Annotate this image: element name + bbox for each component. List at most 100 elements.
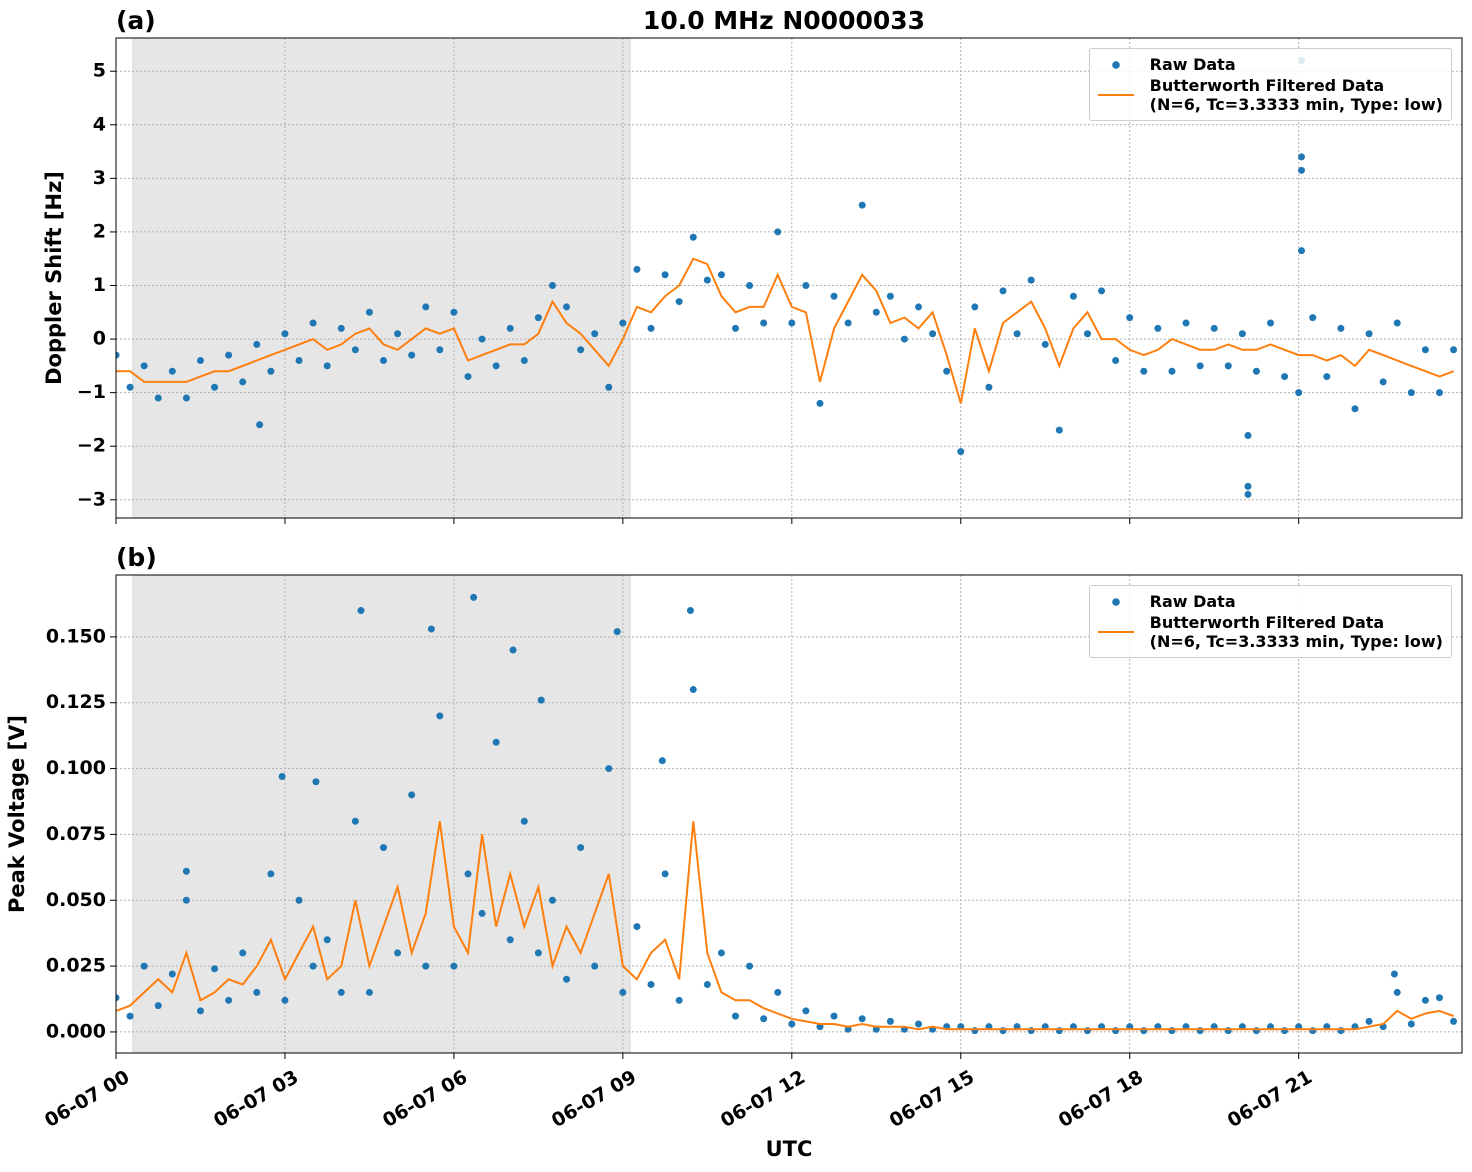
raw-point <box>1224 362 1232 370</box>
raw-point <box>1421 996 1429 1004</box>
raw-point <box>126 383 134 391</box>
raw-point <box>267 870 275 878</box>
raw-point <box>1407 389 1415 397</box>
raw-point <box>658 757 666 765</box>
raw-point <box>1112 357 1120 364</box>
raw-point <box>357 607 365 615</box>
raw-point <box>506 936 514 944</box>
raw-point <box>929 330 937 338</box>
legend-entry: Butterworth Filtered Data (N=6, Tc=3.333… <box>1097 613 1443 651</box>
raw-point <box>1351 405 1359 413</box>
raw-point <box>830 292 838 300</box>
raw-point <box>394 949 402 957</box>
x-tick-label: 06-07 03 <box>210 1066 302 1132</box>
raw-point <box>1168 367 1176 375</box>
axes-frame <box>115 37 1463 519</box>
raw-point <box>380 844 388 852</box>
raw-point <box>464 373 472 381</box>
y-tick-label: 1 <box>93 274 106 296</box>
raw-point <box>422 962 430 970</box>
raw-point <box>605 383 613 391</box>
raw-point <box>971 1027 979 1035</box>
raw-point <box>858 201 866 209</box>
raw-point <box>1309 1027 1317 1035</box>
raw-point <box>312 778 320 786</box>
raw-point <box>619 319 627 327</box>
raw-point <box>1168 1027 1176 1035</box>
raw-point <box>915 303 923 311</box>
raw-point <box>534 949 542 957</box>
legend-entry: Raw Data <box>1097 55 1443 74</box>
y-axis-label: Peak Voltage [V] <box>5 715 29 913</box>
raw-point <box>675 996 683 1004</box>
raw-point <box>116 351 120 359</box>
raw-point <box>225 996 233 1004</box>
raw-point <box>126 1012 134 1020</box>
raw-point <box>1281 1027 1289 1035</box>
raw-point <box>295 896 303 904</box>
raw-point <box>858 1015 866 1023</box>
legend-swatch <box>1097 56 1134 73</box>
raw-point <box>686 607 694 615</box>
plot-area <box>116 593 1458 1035</box>
raw-point <box>915 1020 923 1028</box>
raw-point <box>196 357 204 364</box>
raw-point <box>492 362 500 370</box>
raw-point <box>900 335 908 343</box>
y-tick-label: 0.050 <box>46 889 106 911</box>
legend-swatch <box>1097 87 1134 103</box>
raw-point <box>537 696 545 704</box>
raw-point <box>1379 378 1387 386</box>
raw-point <box>408 351 416 359</box>
x-tick-label: 06-07 18 <box>1055 1066 1147 1132</box>
raw-point <box>619 988 627 996</box>
raw-point <box>675 298 683 306</box>
raw-point <box>309 962 317 970</box>
raw-point <box>1435 389 1443 397</box>
x-tick-label: 06-07 00 <box>41 1066 133 1132</box>
raw-point <box>717 271 725 279</box>
raw-point <box>788 1020 796 1028</box>
raw-point <box>1098 287 1106 295</box>
raw-point <box>647 324 655 332</box>
raw-point <box>281 996 289 1004</box>
raw-point <box>182 896 190 904</box>
raw-point <box>470 593 478 601</box>
raw-point <box>563 975 571 983</box>
shaded-span <box>132 37 631 519</box>
legend-entry: Butterworth Filtered Data (N=6, Tc=3.333… <box>1097 76 1443 114</box>
raw-point <box>577 844 585 852</box>
y-tick-label: 0.075 <box>46 823 106 845</box>
raw-point <box>337 988 345 996</box>
legend-label: Raw Data <box>1149 592 1236 611</box>
legend-entry: Raw Data <box>1097 592 1443 611</box>
raw-point <box>267 367 275 375</box>
raw-point <box>844 1025 852 1033</box>
raw-point <box>774 228 782 236</box>
x-tick-label: 06-07 09 <box>548 1066 640 1132</box>
raw-point <box>1154 324 1162 332</box>
y-tick-label: 4 <box>93 113 106 135</box>
raw-point <box>1297 153 1305 161</box>
raw-point <box>1182 319 1190 327</box>
raw-point <box>1297 166 1305 174</box>
raw-point <box>225 351 233 359</box>
raw-point <box>872 308 880 316</box>
raw-point <box>1252 1027 1260 1035</box>
raw-point <box>337 324 345 332</box>
raw-point <box>253 340 261 348</box>
raw-point <box>1365 1017 1373 1025</box>
legend: Raw Data Butterworth Filtered Data (N=6, … <box>1088 48 1452 121</box>
x-axis-label: UTC <box>766 1137 813 1161</box>
raw-point <box>1297 247 1305 255</box>
raw-point <box>427 625 435 633</box>
raw-point <box>154 1002 162 1010</box>
raw-point <box>1267 319 1275 327</box>
legend-swatch <box>1097 593 1134 610</box>
raw-point <box>760 319 768 327</box>
raw-point <box>1309 314 1317 322</box>
legend-swatch <box>1097 624 1134 640</box>
raw-point <box>1407 1020 1415 1028</box>
raw-point <box>436 712 444 720</box>
